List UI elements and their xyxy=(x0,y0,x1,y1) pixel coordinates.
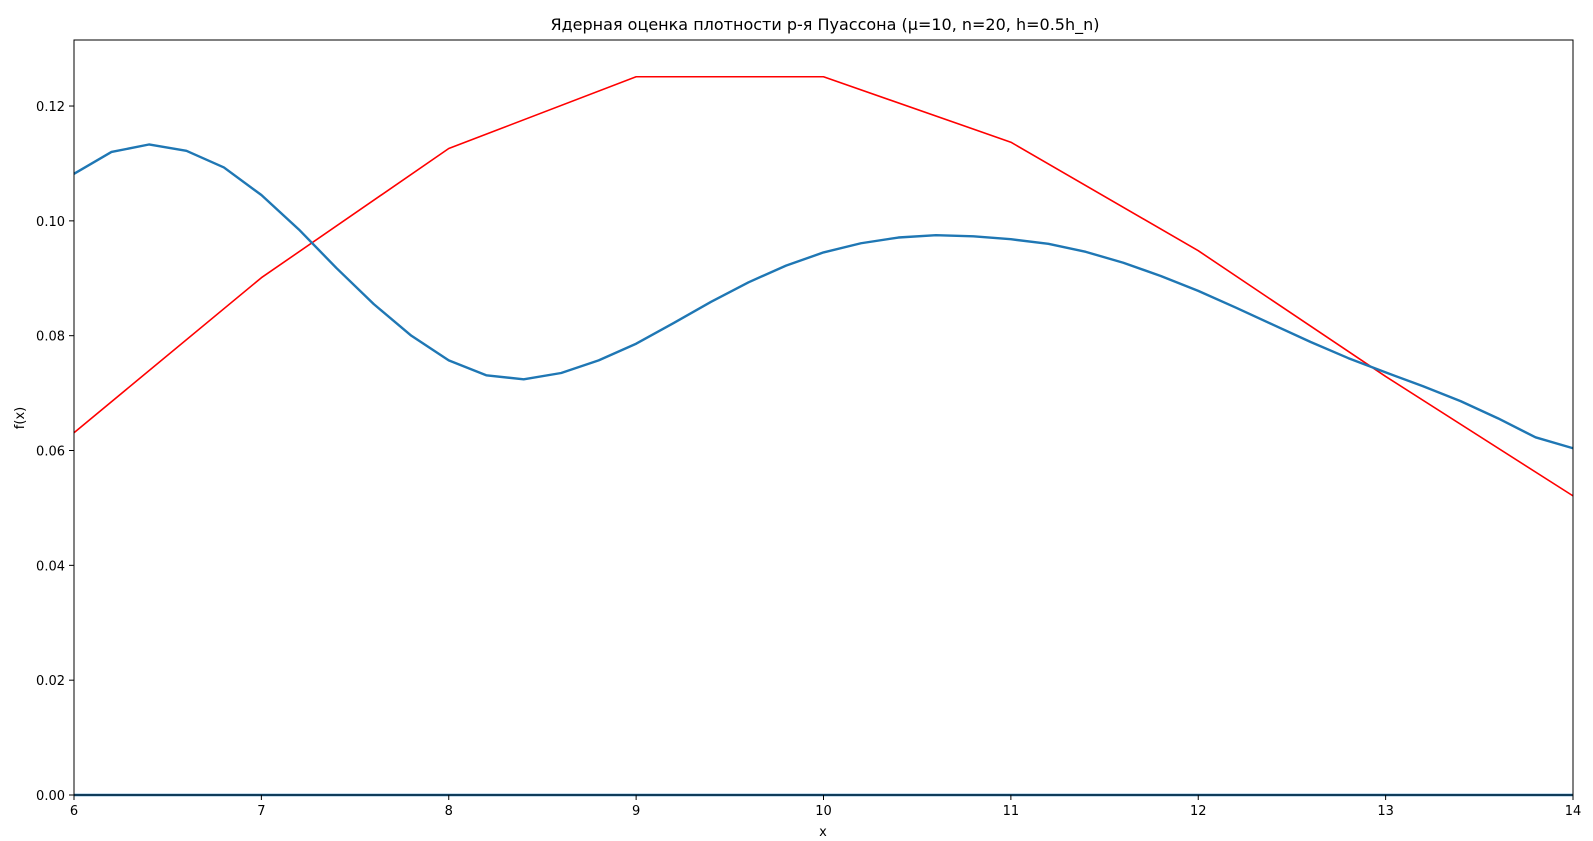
x-tick-label-3: 9 xyxy=(632,804,640,819)
y-tick-label-2: 0.04 xyxy=(36,559,65,574)
x-tick-label-1: 7 xyxy=(257,804,265,819)
y-tick-label-1: 0.02 xyxy=(36,674,65,689)
y-tick-label-4: 0.08 xyxy=(36,330,65,345)
series-line-1 xyxy=(73,75,1574,497)
x-tick-label-0: 6 xyxy=(70,804,78,819)
series-line-2 xyxy=(73,143,1574,450)
x-tick-label-6: 12 xyxy=(1190,804,1207,819)
x-tick-label-7: 13 xyxy=(1377,804,1394,819)
plot-frame xyxy=(73,39,1574,796)
chart-title: Ядерная оценка плотности р-я Пуассона (μ… xyxy=(551,15,1100,35)
x-tick-label-5: 11 xyxy=(1003,804,1020,819)
y-tick-label-6: 0.12 xyxy=(36,100,65,115)
series-layer xyxy=(73,75,1574,797)
x-tick-label-2: 8 xyxy=(445,804,453,819)
y-tick-label-0: 0.00 xyxy=(36,789,65,804)
y-tick-label-5: 0.10 xyxy=(36,215,65,230)
ticks-layer: 6 7 8 9 10 11 12 13 14 0.00 0.02 0.04 0.06 0.08 0.10 0.… xyxy=(36,100,1581,819)
x-tick-label-8: 14 xyxy=(1565,804,1582,819)
x-tick-label-4: 10 xyxy=(815,804,832,819)
x-axis-label: x xyxy=(819,825,827,840)
y-axis-label: f(x) xyxy=(13,407,28,429)
y-tick-label-3: 0.06 xyxy=(36,445,65,460)
